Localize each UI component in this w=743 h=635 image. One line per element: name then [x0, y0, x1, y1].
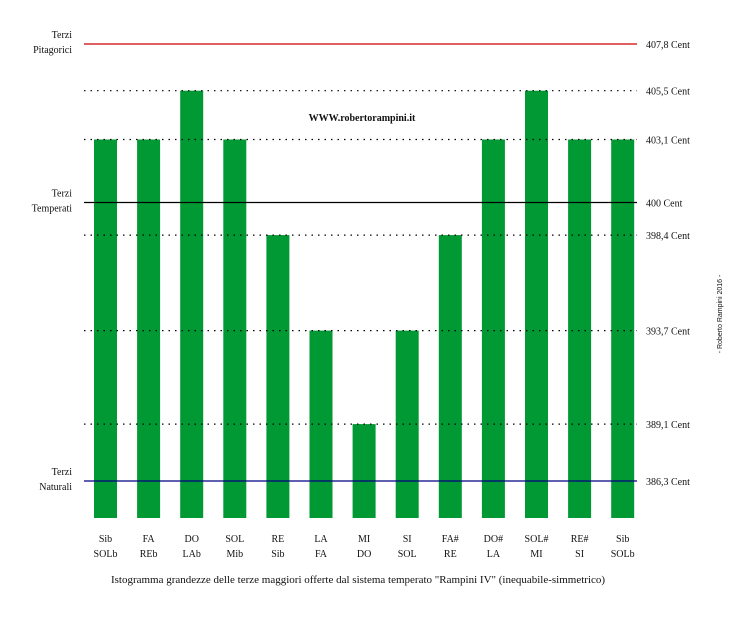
category-label-top: SOL#: [525, 534, 549, 545]
group-label-line1: Terzi: [52, 467, 73, 478]
category-label-top: Sib: [99, 534, 112, 545]
bar: [568, 139, 592, 518]
bar: [611, 139, 635, 518]
bar: [309, 330, 333, 518]
bar: [438, 235, 462, 518]
group-label-line2: Naturali: [39, 482, 72, 493]
category-label-bottom: SOLb: [94, 549, 118, 560]
bar: [94, 139, 117, 518]
watermark: WWW.robertorampini.it: [309, 113, 416, 124]
reference-lines-layer: [84, 43, 637, 482]
category-label-top: FA: [143, 534, 156, 545]
category-label-top: DO#: [484, 534, 503, 545]
category-label-top: Sib: [616, 534, 629, 545]
category-label-bottom: RE: [444, 549, 457, 560]
category-label-bottom: Mib: [226, 549, 243, 560]
bar: [481, 139, 505, 518]
reference-line-label: 400 Cent: [646, 199, 683, 210]
group-label-line1: Terzi: [52, 189, 73, 200]
reference-line-label: 405,5 Cent: [646, 87, 690, 98]
category-label-top: RE#: [571, 534, 589, 545]
category-label-bottom: LA: [487, 549, 501, 560]
bars-layer: [94, 90, 635, 518]
group-label-line1: Terzi: [52, 30, 73, 41]
category-label-bottom: MI: [530, 549, 542, 560]
labels-layer: Sib SOLb FA REb DO LAb SOL Mib RE Sib LA FA MI DO SI SO…: [32, 30, 690, 560]
category-label-top: MI: [358, 534, 370, 545]
category-label-top: SOL: [225, 534, 244, 545]
category-label-top: LA: [314, 534, 328, 545]
category-label-top: SI: [403, 534, 412, 545]
category-label-top: RE: [272, 534, 285, 545]
bar: [180, 90, 204, 518]
bar: [137, 139, 161, 518]
reference-line-label: 407,8 Cent: [646, 40, 690, 51]
category-label-top: DO: [184, 534, 198, 545]
category-label-top: FA#: [442, 534, 459, 545]
bar: [525, 90, 548, 518]
reference-line-label: 403,1 Cent: [646, 136, 690, 147]
bar: [266, 235, 290, 518]
category-label-bottom: FA: [315, 549, 328, 560]
reference-line-label: 398,4 Cent: [646, 231, 690, 242]
chart-caption: Istogramma grandezze delle terze maggior…: [111, 574, 605, 586]
author-credit: - Roberto Rampini 2016 -: [717, 274, 724, 353]
category-label-bottom: DO: [357, 549, 371, 560]
category-label-bottom: SOL: [398, 549, 417, 560]
bar: [352, 424, 376, 518]
reference-line-label: 393,7 Cent: [646, 327, 690, 338]
group-label-line2: Temperati: [32, 204, 73, 215]
category-label-bottom: SI: [575, 549, 584, 560]
bar: [395, 330, 419, 518]
category-label-bottom: SOLb: [611, 549, 635, 560]
reference-line-label: 386,3 Cent: [646, 477, 690, 488]
category-label-bottom: REb: [140, 549, 158, 560]
bar: [223, 139, 247, 518]
category-label-bottom: LAb: [183, 549, 201, 560]
reference-line-label: 389,1 Cent: [646, 420, 690, 431]
category-label-bottom: Sib: [271, 549, 284, 560]
group-label-line2: Pitagorici: [33, 45, 72, 56]
